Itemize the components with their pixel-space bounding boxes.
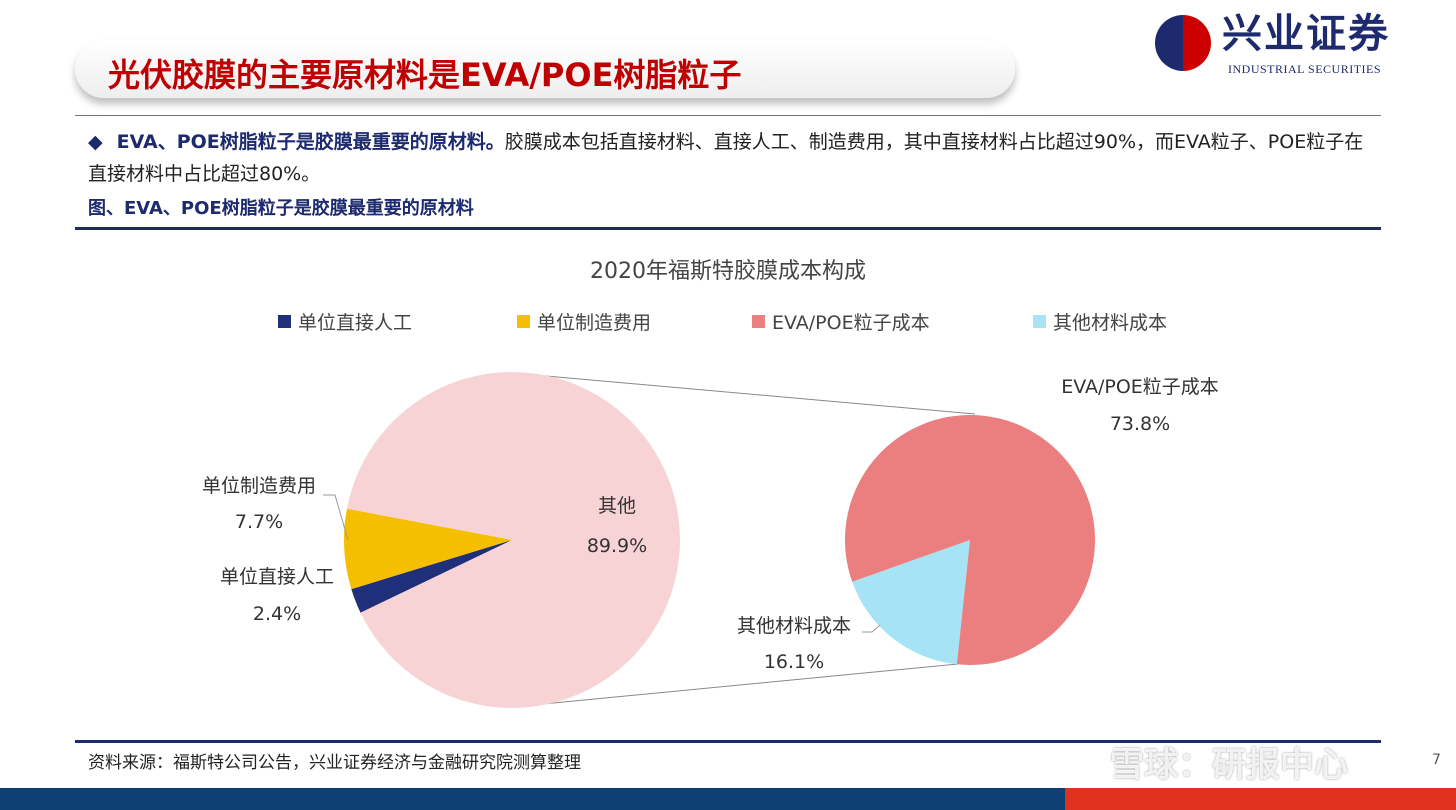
bullet-bold: EVA、POE树脂粒子是胶膜最重要的原材料。	[116, 131, 505, 153]
data-label-name: 单位制造费用	[202, 475, 316, 497]
data-label-value: 89.9%	[587, 535, 647, 557]
bullet-text: 胶膜成本包括直接材料、直接人工、制造费用，其中直接材料占比超过90%，而EVA粒…	[88, 131, 1364, 185]
connector-line	[511, 372, 976, 415]
data-label-value: 2.4%	[253, 603, 301, 625]
pie-slice	[346, 372, 680, 709]
page-title: 光伏胶膜的主要原材料是EVA/POE树脂粒子	[108, 56, 742, 94]
divider	[75, 115, 1381, 116]
data-label-name: 其他材料成本	[737, 615, 851, 637]
footer-bar	[0, 788, 1065, 810]
data-label-name: 单位直接人工	[220, 566, 334, 588]
legend-swatch	[517, 315, 530, 328]
footer-bar-accent	[1065, 788, 1456, 810]
legend-label: 其他材料成本	[1053, 312, 1167, 334]
legend-label: 单位直接人工	[298, 312, 412, 334]
leader-line	[323, 494, 349, 541]
divider	[75, 740, 1381, 743]
page-number: 7	[1432, 752, 1441, 768]
watermark: 雪球：研报中心	[1110, 745, 1348, 785]
figure-title: 图、EVA、POE树脂粒子是胶膜最重要的原材料	[88, 198, 474, 219]
connector-line	[511, 663, 959, 708]
legend-swatch	[1033, 315, 1046, 328]
pie-slice	[845, 415, 1095, 666]
title-banner	[75, 40, 1015, 98]
legend-label: EVA/POE粒子成本	[772, 312, 930, 334]
data-label-name: 其他	[598, 495, 636, 517]
data-label-value: 7.7%	[235, 511, 283, 533]
legend-swatch	[752, 315, 765, 328]
legend-label: 单位制造费用	[537, 312, 651, 334]
source-note: 资料来源：福斯特公司公告，兴业证券经济与金融研究院测算整理	[88, 753, 581, 773]
bullet-point: ◆ EVA、POE树脂粒子是胶膜最重要的原材料。胶膜成本包括直接材料、直接人工、制…	[88, 126, 1378, 190]
logo-subtext: INDUSTRIAL SECURITIES	[1228, 62, 1382, 76]
legend-swatch	[278, 315, 291, 328]
divider	[75, 227, 1381, 230]
logo-icon	[1155, 15, 1211, 71]
data-label-name: EVA/POE粒子成本	[1061, 376, 1219, 398]
pie-slice	[351, 540, 512, 613]
pie-slice	[852, 540, 970, 665]
data-label-value: 16.1%	[764, 651, 824, 673]
pie-slice	[344, 508, 512, 590]
logo-text: 兴业证券	[1222, 10, 1390, 57]
data-label-value: 73.8%	[1110, 413, 1170, 435]
leader-line	[862, 624, 881, 633]
chart-title: 2020年福斯特胶膜成本构成	[590, 259, 866, 284]
diamond-bullet-icon: ◆	[88, 131, 103, 153]
